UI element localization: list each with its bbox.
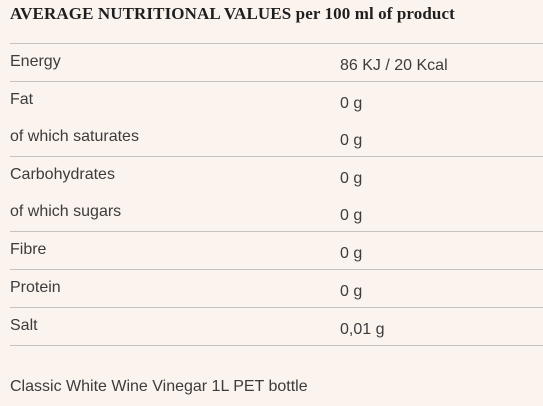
table-title-main: AVERAGE NUTRITIONAL VALUES (10, 4, 292, 23)
divider (10, 345, 543, 346)
row-value: 0 g (340, 170, 363, 187)
row-label: Fibre (10, 241, 47, 258)
row-label: Fat (10, 91, 34, 108)
row-value: 0 g (340, 283, 363, 300)
row-label: Energy (10, 53, 61, 70)
divider (10, 81, 543, 82)
row-value: 86 KJ / 20 Kcal (340, 57, 448, 74)
table-title: AVERAGE NUTRITIONAL VALUES per 100 ml of… (10, 4, 455, 24)
row-label: Salt (10, 317, 38, 334)
row-value: 0 g (340, 95, 363, 112)
divider (10, 307, 543, 308)
row-label: Protein (10, 279, 61, 296)
table-title-suffix: per 100 ml of product (295, 4, 455, 23)
row-value: 0 g (340, 207, 363, 224)
row-label: of which sugars (10, 203, 122, 220)
row-label: Carbohydrates (10, 166, 115, 183)
divider (10, 43, 543, 44)
row-value: 0 g (340, 245, 363, 262)
row-label: of which saturates (10, 128, 139, 145)
row-value: 0 g (340, 132, 363, 149)
row-value: 0,01 g (340, 321, 385, 338)
divider (10, 269, 543, 270)
divider (10, 231, 543, 232)
divider (10, 156, 543, 157)
product-name: Classic White Wine Vinegar 1L PET bottle (10, 378, 308, 395)
